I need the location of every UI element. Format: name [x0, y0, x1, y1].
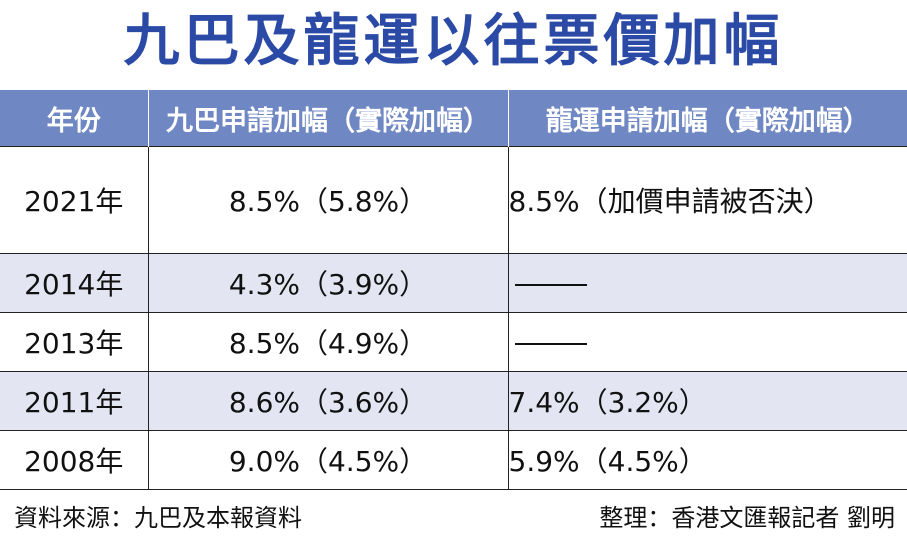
kmb-cell: 8.5%（4.9%） — [147, 312, 508, 372]
year-cell: 2014年 — [0, 253, 148, 313]
table-row: 2013年 8.5%（4.9%） — [0, 312, 907, 372]
fare-increase-table: 年份 九巴申請加幅（實際加幅） 龍運申請加幅（實際加幅） 2021年 8.5%（… — [0, 90, 907, 490]
lw-cell — [507, 312, 907, 372]
year-cell: 2021年 — [0, 146, 148, 254]
header-year: 年份 — [0, 90, 148, 147]
table-row: 2021年 8.5%（5.8%） 8.5%（加價申請被否決） — [0, 146, 907, 254]
kmb-cell: 8.6%（3.6%） — [147, 371, 508, 431]
lw-cell: 5.9%（4.5%） — [507, 430, 907, 490]
source-note: 資料來源：九巴及本報資料 — [14, 504, 302, 532]
no-data-dash — [514, 283, 587, 286]
kmb-cell: 8.5%（5.8%） — [147, 146, 508, 254]
kmb-cell: 9.0%（4.5%） — [147, 430, 508, 490]
year-cell: 2011年 — [0, 371, 148, 431]
year-cell: 2013年 — [0, 312, 148, 372]
lw-cell: 7.4%（3.2%） — [507, 371, 907, 431]
header-lw: 龍運申請加幅（實際加幅） — [507, 90, 907, 147]
lw-cell: 8.5%（加價申請被否決） — [507, 146, 907, 254]
header-kmb: 九巴申請加幅（實際加幅） — [147, 90, 508, 147]
year-cell: 2008年 — [0, 430, 148, 490]
editor-credit: 整理：香港文匯報記者 劉明 — [599, 504, 895, 532]
table-row: 2011年 8.6%（3.6%） 7.4%（3.2%） — [0, 371, 907, 431]
table-row: 2008年 9.0%（4.5%） 5.9%（4.5%） — [0, 430, 907, 490]
no-data-dash — [514, 342, 587, 345]
lw-cell — [507, 253, 907, 313]
page-title: 九巴及龍運以往票價加幅 — [123, 9, 784, 74]
table-row: 2014年 4.3%（3.9%） — [0, 253, 907, 313]
kmb-cell: 4.3%（3.9%） — [147, 253, 508, 313]
footer: 資料來源：九巴及本報資料 整理：香港文匯報記者 劉明 — [0, 496, 907, 540]
table-header-row: 年份 九巴申請加幅（實際加幅） 龍運申請加幅（實際加幅） — [0, 90, 907, 147]
